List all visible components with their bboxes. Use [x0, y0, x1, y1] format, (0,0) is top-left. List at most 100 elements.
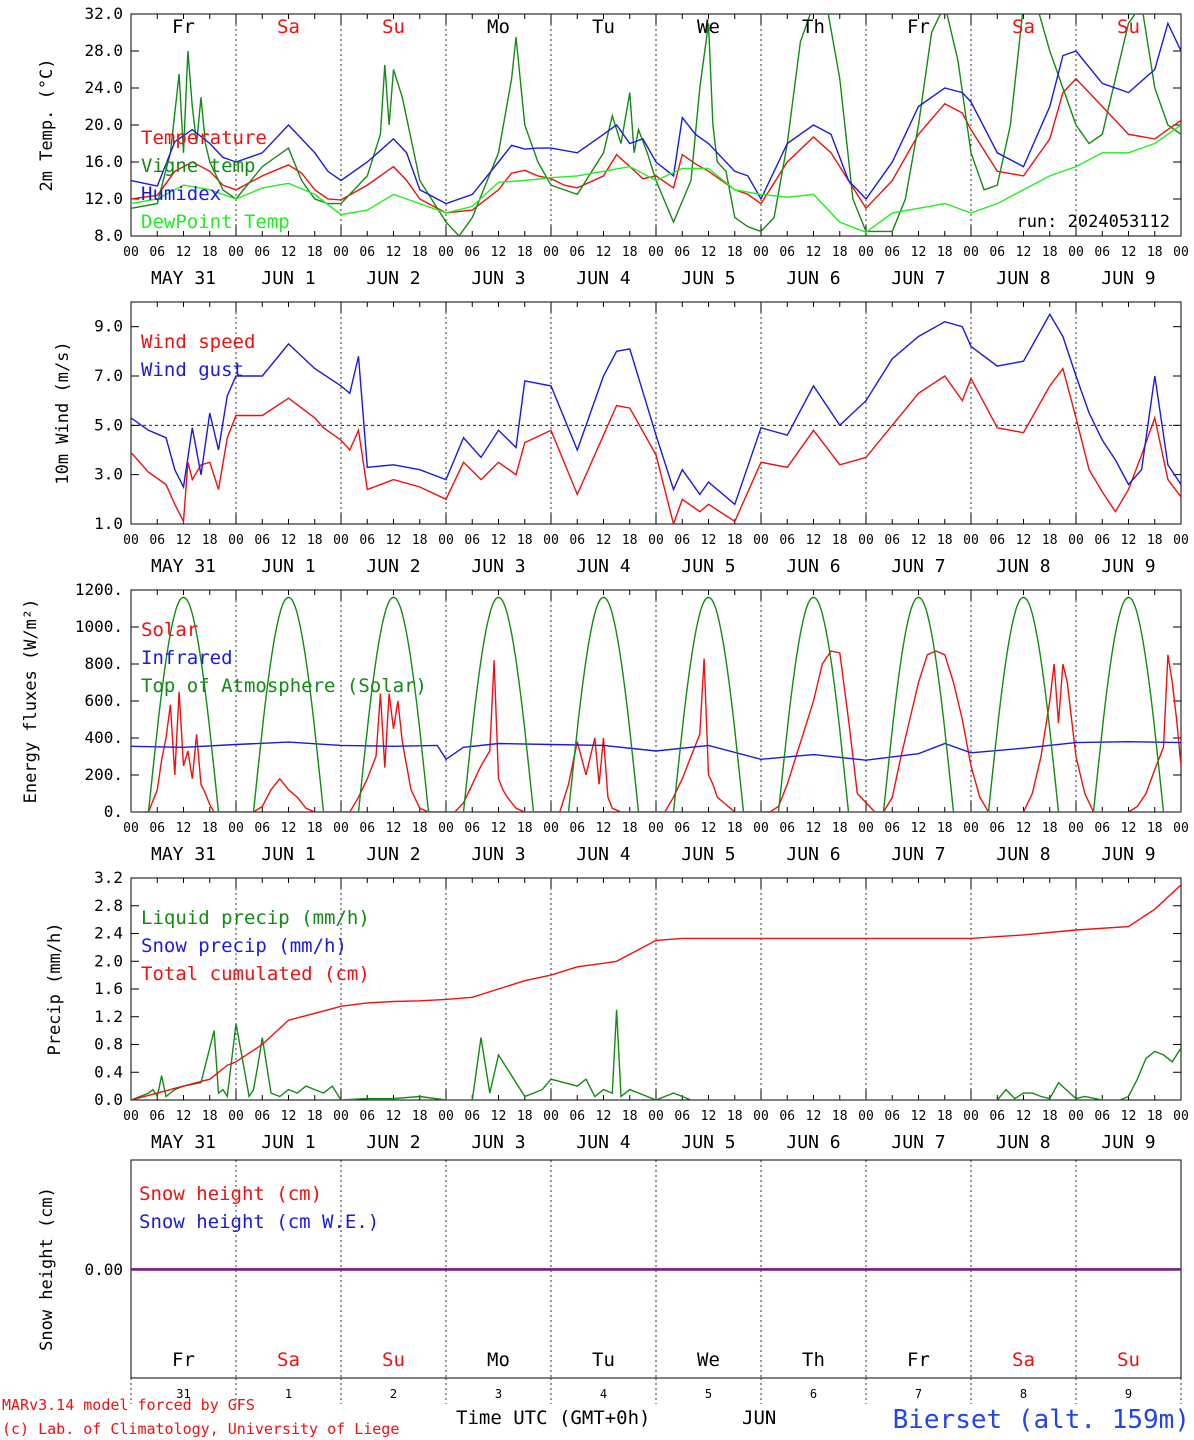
hour-tick-label: 06: [989, 245, 1005, 260]
hour-tick-label: 12: [911, 245, 927, 260]
y-tick-label: 1.2: [94, 1007, 123, 1026]
hour-tick-label: 12: [701, 1109, 717, 1124]
y-tick-label: 20.0: [84, 115, 123, 134]
hour-tick-label: 18: [832, 1109, 848, 1124]
hour-tick-label: 06: [779, 245, 795, 260]
hour-tick-label: 00: [333, 533, 349, 548]
date-label: JUN 1: [261, 556, 315, 577]
date-label: JUN 3: [471, 844, 525, 865]
hour-tick-label: 18: [622, 533, 638, 548]
model-credit: MARv3.14 model forced by GFS: [2, 1396, 255, 1414]
date-label: JUN 4: [576, 268, 630, 289]
y-tick-label: 0.: [104, 802, 123, 821]
day-name-bottom: Fr: [172, 1349, 195, 1371]
date-label: JUN 6: [786, 844, 840, 865]
hour-tick-label: 12: [1016, 1109, 1032, 1124]
hour-tick-label: 06: [359, 1109, 375, 1124]
hour-tick-label: 12: [281, 821, 297, 836]
y-tick-label: 1.6: [94, 979, 123, 998]
hour-tick-label: 06: [464, 533, 480, 548]
hour-tick-label: 12: [596, 821, 612, 836]
day-name-top: Su: [382, 16, 405, 38]
hour-tick-label: 18: [1147, 821, 1163, 836]
hour-tick-label: 12: [176, 821, 192, 836]
date-label: JUN 3: [471, 268, 525, 289]
hour-tick-label: 18: [832, 245, 848, 260]
y-tick-label: 800.: [84, 654, 123, 673]
hour-tick-label: 18: [727, 821, 743, 836]
hour-tick-label: 18: [202, 533, 218, 548]
day-name-bottom: We: [697, 1349, 720, 1371]
hour-tick-label: 12: [701, 533, 717, 548]
y-tick-label: 3.0: [94, 465, 123, 484]
legend-entry: Snow height (cm W.E.): [139, 1211, 379, 1233]
series-wind-gust: [131, 312, 1181, 506]
hour-tick-label: 06: [254, 1109, 270, 1124]
hour-tick-label: 18: [622, 1109, 638, 1124]
hour-tick-label: 12: [281, 533, 297, 548]
legend-entry: Wind speed: [141, 331, 255, 353]
hour-tick-label: 06: [359, 245, 375, 260]
lab-credit: (c) Lab. of Climatology, University of L…: [2, 1420, 399, 1438]
hour-tick-label: 12: [386, 1109, 402, 1124]
date-label: MAY 31: [151, 844, 216, 865]
hour-tick-label: 00: [963, 245, 979, 260]
series-total-cumulated-cm: [131, 884, 1181, 1100]
y-tick-label: 24.0: [84, 78, 123, 97]
legend-entry: Total cumulated (cm): [141, 963, 370, 985]
date-label: JUN 8: [996, 1132, 1050, 1153]
hour-tick-label: 12: [281, 245, 297, 260]
hour-tick-label: 06: [149, 1109, 165, 1124]
series-vigne-temp: [131, 14, 1181, 236]
hour-tick-label: 12: [386, 245, 402, 260]
y-tick-label: 16.0: [84, 152, 123, 171]
hour-tick-label: 18: [412, 1109, 428, 1124]
hour-tick-label: 18: [1042, 1109, 1058, 1124]
hour-tick-label: 18: [937, 821, 953, 836]
hour-tick-label: 06: [149, 245, 165, 260]
date-label: JUN 9: [1101, 1132, 1155, 1153]
panel-precip: 00 06 12 18 00 06 12 18 00 06 12 18 00 06 12 18 00 06 12 18…: [45, 868, 1189, 1153]
hour-tick-label: 00: [1068, 1109, 1084, 1124]
hour-tick-label: 00: [963, 1109, 979, 1124]
hour-tick-label: 18: [517, 821, 533, 836]
day-number-label: 3: [495, 1387, 502, 1401]
hour-tick-label: 06: [149, 821, 165, 836]
hour-tick-label: 18: [727, 1109, 743, 1124]
hour-tick-label: 18: [307, 1109, 323, 1124]
hour-tick-label: 00: [228, 533, 244, 548]
month-axis-title: JUN: [742, 1407, 776, 1429]
day-name-top: Fr: [172, 16, 195, 38]
site-title: Bierset (alt. 159m): [893, 1405, 1190, 1435]
hour-tick-label: 00: [753, 1109, 769, 1124]
day-name-top: Fr: [907, 16, 930, 38]
hour-tick-label: 00: [438, 245, 454, 260]
hour-tick-label: 06: [674, 1109, 690, 1124]
hour-tick-label: 06: [149, 533, 165, 548]
hour-tick-label: 06: [464, 821, 480, 836]
hour-tick-label: 00: [543, 821, 559, 836]
hour-tick-label: 18: [202, 821, 218, 836]
time-axis-title: Time UTC (GMT+0h): [456, 1407, 650, 1429]
date-label: JUN 7: [891, 268, 945, 289]
hour-tick-label: 00: [123, 1109, 139, 1124]
hour-tick-label: 12: [491, 245, 507, 260]
hour-tick-label: 00: [438, 821, 454, 836]
date-label: JUN 7: [891, 844, 945, 865]
date-label: MAY 31: [151, 1132, 216, 1153]
hour-tick-label: 00: [1068, 533, 1084, 548]
date-label: JUN 9: [1101, 268, 1155, 289]
date-label: JUN 2: [366, 1132, 420, 1153]
hour-tick-label: 00: [1173, 245, 1189, 260]
hour-tick-label: 00: [858, 533, 874, 548]
day-name-bottom: Sa: [277, 1349, 300, 1371]
legend-entry: Liquid precip (mm/h): [141, 907, 370, 929]
hour-tick-label: 00: [753, 245, 769, 260]
day-name-bottom: Su: [1117, 1349, 1140, 1371]
date-label: JUN 5: [681, 556, 735, 577]
y-tick-label: 7.0: [94, 366, 123, 385]
hour-tick-label: 12: [701, 245, 717, 260]
hour-tick-label: 18: [202, 1109, 218, 1124]
hour-tick-label: 06: [464, 245, 480, 260]
hour-tick-label: 06: [674, 821, 690, 836]
